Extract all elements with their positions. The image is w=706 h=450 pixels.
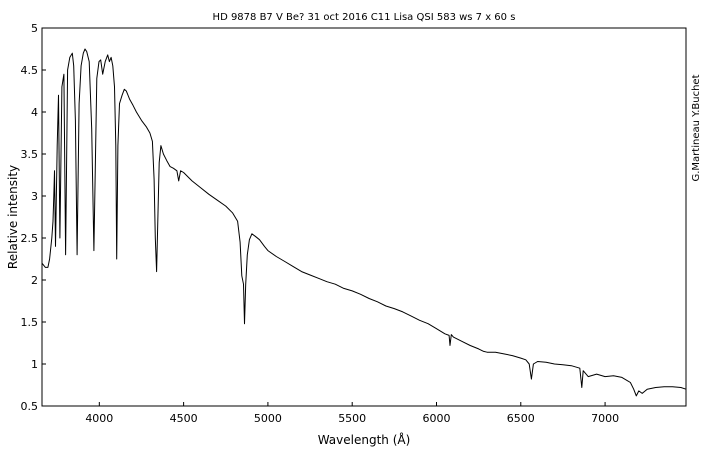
y-tick-label: 1.5 [21, 316, 39, 329]
author-annotation: G.Martineau Y.Buchet [691, 74, 702, 181]
x-axis-title: Wavelength (Å) [318, 432, 411, 447]
x-tick-label: 4500 [170, 412, 198, 425]
y-tick-label: 4 [31, 106, 38, 119]
plot-frame [41, 27, 687, 407]
y-tick-label: 2.5 [21, 232, 39, 245]
spectrum-line [41, 48, 687, 397]
y-axis-title: Relative intensity [6, 165, 20, 269]
y-tick-label: 2 [31, 274, 38, 287]
series-layer [41, 48, 687, 397]
x-axis: 4000 4500 5000 5500 6000 6500 7000 [85, 402, 619, 425]
chart-title: HD 9878 B7 V Be? 31 oct 2016 C11 Lisa QS… [213, 12, 516, 23]
x-tick-label: 4000 [85, 412, 113, 425]
y-axis: 0.5 1 1.5 2 2.5 3 3.5 4 4.5 5 [21, 22, 46, 413]
y-tick-label: 3 [31, 190, 38, 203]
y-tick-label: 4.5 [21, 64, 39, 77]
x-tick-label: 7000 [591, 412, 619, 425]
y-tick-label: 3.5 [21, 148, 39, 161]
y-tick-label: 1 [31, 358, 38, 371]
x-tick-label: 5000 [254, 412, 282, 425]
y-tick-label: 5 [31, 22, 38, 35]
x-tick-label: 6000 [422, 412, 450, 425]
y-tick-label: 0.5 [21, 400, 39, 413]
x-tick-label: 6500 [507, 412, 535, 425]
x-tick-label: 5500 [338, 412, 366, 425]
